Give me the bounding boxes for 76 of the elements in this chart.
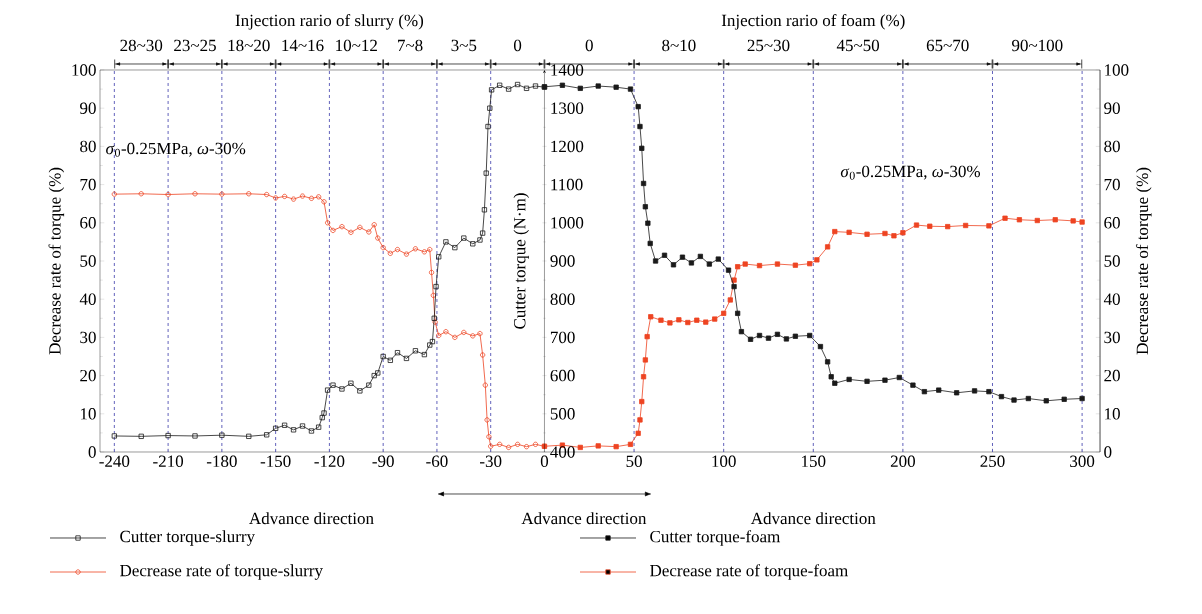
y-tick-label: 90 — [80, 102, 96, 114]
text: 7~8 — [398, 39, 423, 52]
text: 8~10 — [662, 39, 696, 52]
y2-tick-label: 30 — [1104, 331, 1120, 344]
x-tick-label: -150 — [260, 455, 291, 468]
y2-tick-label: 60 — [1104, 217, 1120, 229]
x-tick-label: -120 — [314, 455, 345, 468]
text: Advance direction — [249, 512, 374, 525]
y-tick-label: 60 — [80, 217, 96, 229]
x-tick-label: 300 — [1070, 455, 1095, 468]
text: 65~70 — [926, 39, 969, 52]
text: 14~16 — [282, 39, 324, 52]
x-tick-label: 150 — [802, 455, 826, 468]
y-tick-label: 10 — [80, 408, 96, 420]
text: 3~5 — [451, 39, 477, 52]
y-tick-label: 30 — [80, 331, 96, 344]
text: 28~30 — [120, 39, 163, 52]
x-tick-label: -60 — [426, 455, 448, 468]
y2-tick-label: 0 — [1104, 446, 1112, 458]
text: 18~20 — [228, 39, 270, 52]
x-tick-label: 100 — [712, 455, 736, 468]
x-tick-label: -30 — [479, 455, 502, 468]
x-tick-label: -180 — [206, 455, 237, 468]
x-tick-label: -90 — [372, 455, 394, 468]
text: Advance direction — [750, 512, 876, 525]
x-tick-label: 200 — [890, 455, 915, 468]
y2-axis-title: Decrease rate of torque (%) — [1135, 167, 1152, 355]
y2-tick-label: 90 — [1104, 102, 1120, 114]
x-tick-label: -240 — [99, 455, 130, 468]
text: 0 — [513, 39, 522, 52]
legend-label: Cutter torque-foam — [650, 530, 781, 546]
y2-tick-label: 20 — [1104, 369, 1120, 382]
annotation: σ$_{0}$-0.25MPa, ω-30% — [106, 142, 246, 157]
y-tick-label: 100 — [72, 64, 96, 76]
y-tick-label: 40 — [79, 293, 96, 305]
text: 10~12 — [336, 39, 377, 52]
y2-tick-label: 50 — [1104, 255, 1120, 267]
text: 25~30 — [747, 39, 790, 52]
y3-axis-title: Cutter torque (N·m) — [513, 193, 529, 329]
y3-tick-label: 1000 — [551, 217, 584, 229]
text: Injection rario of slurry (%) — [235, 14, 424, 30]
y3-tick-label: 500 — [550, 408, 575, 420]
y-tick-label: 80 — [80, 140, 96, 153]
y3-tick-label: 1300 — [551, 102, 584, 114]
y-axis-title: Decrease rate of torque (%) — [48, 167, 65, 355]
y2-tick-label: 10 — [1105, 408, 1120, 420]
y3-tick-label: 1200 — [551, 140, 584, 153]
y-tick-label: 70 — [80, 178, 96, 191]
y3-tick-label: 600 — [550, 369, 575, 382]
y3-tick-label: 700 — [550, 331, 575, 344]
text: 0 — [585, 39, 593, 52]
y-tick-label: 50 — [80, 255, 96, 267]
y2-tick-label: 80 — [1104, 140, 1120, 153]
text: Advance direction — [521, 512, 647, 525]
text: Injection rario of foam (%) — [721, 14, 905, 30]
text: 23~25 — [174, 39, 216, 52]
y3-tick-label: 900 — [550, 255, 575, 267]
legend-label: Decrease rate of torque-foam — [650, 564, 848, 580]
x-tick-label: 0 — [540, 455, 549, 468]
y2-tick-label: 70 — [1104, 178, 1120, 191]
text: 45~50 — [836, 39, 880, 52]
y2-tick-label: 100 — [1105, 64, 1129, 76]
y-tick-label: 20 — [80, 369, 96, 382]
legend-label: Decrease rate of torque-slurry — [120, 564, 323, 580]
x-tick-label: -210 — [153, 455, 184, 468]
x-tick-label: 50 — [626, 455, 642, 468]
text: 90~100 — [1012, 39, 1063, 52]
y3-tick-label: 1400 — [551, 64, 584, 76]
annotation: σ$_{0}$-0.25MPa, ω-30% — [840, 165, 981, 180]
y3-tick-label: 400 — [550, 446, 575, 458]
y2-tick-label: 40 — [1103, 293, 1120, 305]
x-tick-label: 250 — [980, 455, 1005, 468]
y3-tick-label: 800 — [550, 293, 575, 305]
legend-label: Cutter torque-slurry — [120, 530, 255, 546]
y-tick-label: 0 — [88, 446, 96, 458]
y3-tick-label: 1100 — [551, 178, 583, 191]
